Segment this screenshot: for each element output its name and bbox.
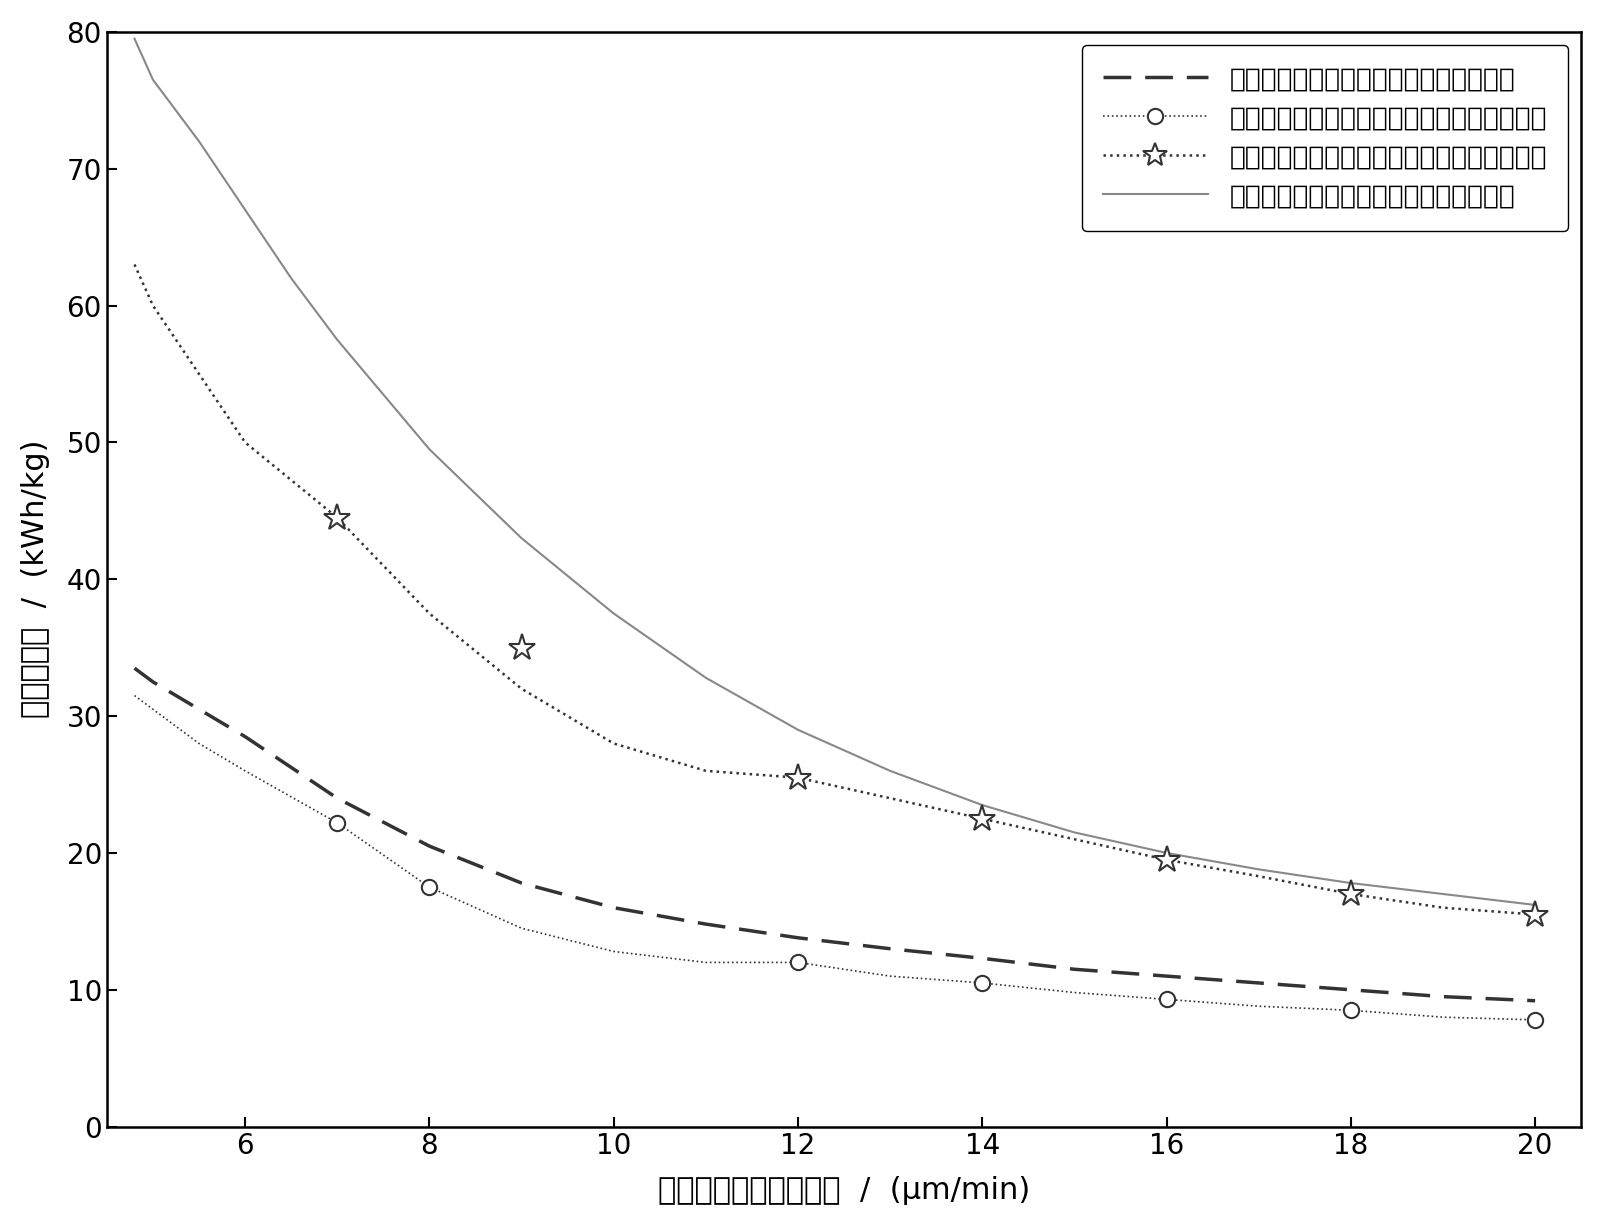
X-axis label: 多晶硅的平均生长速率  /  (μm/min): 多晶硅的平均生长速率 / (μm/min) bbox=[658, 1176, 1030, 1205]
Legend: 以经验公式计算的设有热屏的讻射热损失, 以本发明的方法计算的设有热屏的讻射热损失, 以本发明的方法计算的未设热屏的讻射热损失, 以经验公式计算的未设热屏的讻射热: 以经验公式计算的设有热屏的讻射热损失, 以本发明的方法计算的设有热屏的讻射热损失… bbox=[1081, 45, 1568, 230]
Y-axis label: 讻射热损失  /  (kWh/kg): 讻射热损失 / (kWh/kg) bbox=[21, 440, 50, 718]
